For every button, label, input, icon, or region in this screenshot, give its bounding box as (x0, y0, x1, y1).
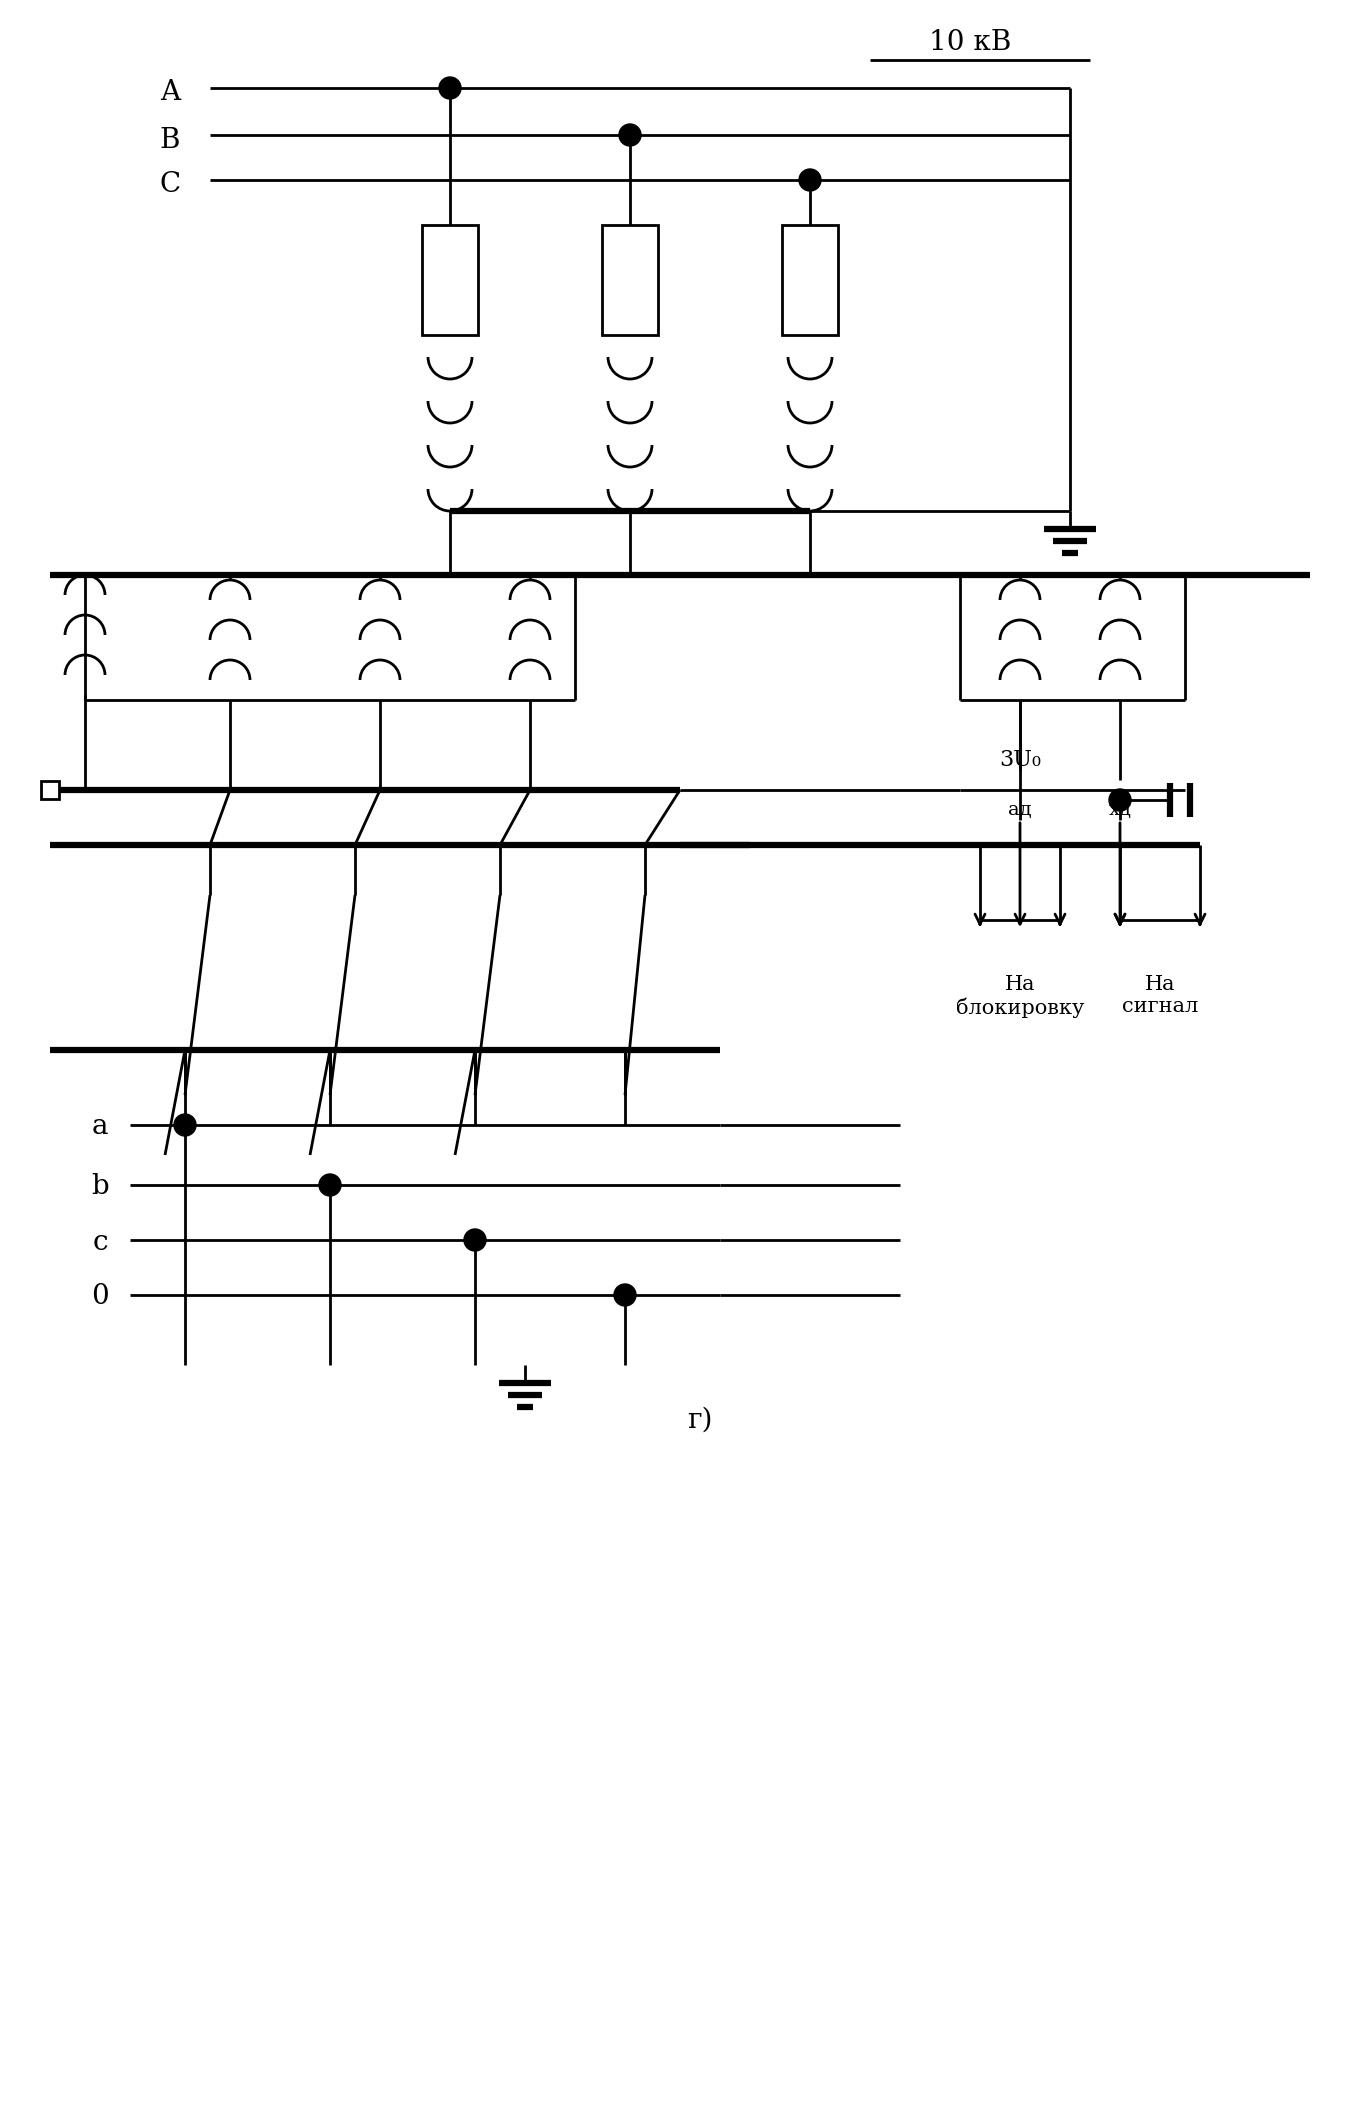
Text: B: B (160, 127, 181, 153)
Bar (602, 225, 658, 335)
Circle shape (799, 170, 821, 191)
Bar (421, 225, 477, 335)
Circle shape (614, 1284, 636, 1305)
Text: a: a (92, 1114, 108, 1140)
Circle shape (464, 1229, 486, 1252)
Text: xд: xд (1108, 800, 1131, 819)
Circle shape (1109, 789, 1131, 811)
Text: 10 кВ: 10 кВ (929, 28, 1011, 55)
Text: На
блокировку: На блокировку (956, 974, 1085, 1019)
Circle shape (618, 123, 642, 146)
Text: b: b (92, 1173, 109, 1201)
Bar (41, 781, 59, 800)
Text: C: C (160, 172, 181, 199)
Circle shape (439, 76, 461, 100)
Bar (782, 225, 839, 335)
Text: 0: 0 (92, 1284, 109, 1311)
Text: 3U₀: 3U₀ (999, 749, 1041, 770)
Text: На
сигнал: На сигнал (1122, 974, 1198, 1016)
Text: г): г) (687, 1407, 713, 1434)
Text: aд: aд (1008, 800, 1031, 819)
Text: c: c (92, 1229, 108, 1256)
Text: A: A (160, 79, 181, 106)
Circle shape (319, 1173, 341, 1197)
Circle shape (174, 1114, 196, 1135)
